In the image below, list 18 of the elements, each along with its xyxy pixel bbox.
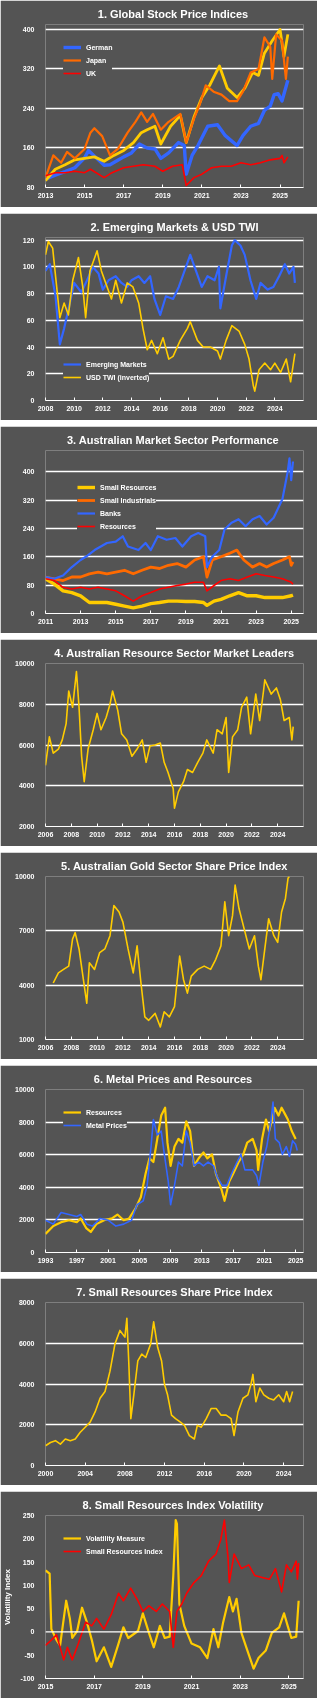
chart-title: 2. Emerging Markets & USD TWI — [90, 220, 259, 233]
chart-title: 3. Australian Market Sector Performance — [66, 433, 279, 446]
line-series — [45, 78, 290, 181]
line-series — [45, 1317, 294, 1447]
chart-title: 4. Australian Resource Sector Market Leaders — [54, 646, 295, 659]
chart-title: 1. Global Stock Price Indices — [97, 7, 249, 20]
line-series — [45, 577, 295, 610]
line-series — [45, 239, 296, 346]
line-series — [52, 876, 291, 1028]
chart-title: 6. Metal Prices and Resources — [93, 1072, 253, 1085]
line-series — [45, 457, 295, 580]
line-series — [45, 240, 296, 392]
chart-title: 8. Small Resources Index Volatility — [82, 1498, 265, 1511]
line-series — [45, 670, 294, 809]
line-series — [45, 573, 294, 602]
chart-title: 5. Australian Gold Sector Share Price Index — [61, 859, 289, 872]
chart-title: 7. Small Resources Share Price Index — [76, 1285, 274, 1298]
y-axis-title: Volatility Index — [3, 1568, 13, 1625]
